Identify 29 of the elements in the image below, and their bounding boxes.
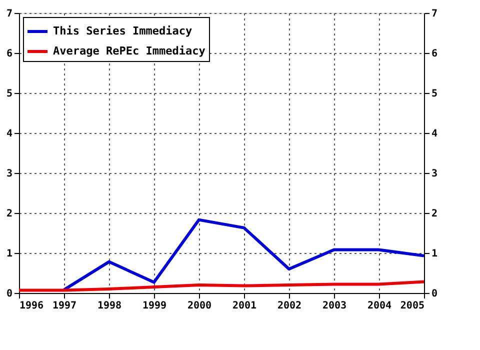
y-tick-label: 6 [6, 48, 12, 60]
legend-label: This Series Immediacy [53, 24, 192, 38]
y2-tick-label: 5 [432, 88, 438, 100]
line-series [62, 218, 426, 292]
x-tick-label: 2002 [277, 300, 302, 312]
y2-tick-label: 0 [432, 288, 438, 300]
y-tick-label: 3 [6, 168, 12, 180]
y2-tick-label: 1 [432, 248, 438, 260]
y-tick-label: 2 [6, 208, 12, 220]
x-tick-label: 2004 [367, 300, 392, 312]
x-tick-label: 2000 [187, 300, 212, 312]
y-tick-label: 1 [6, 248, 12, 260]
x-tick-label: 1996 [20, 300, 44, 312]
x-tick-label: 2003 [322, 300, 347, 312]
y-tick-label: 4 [6, 128, 12, 140]
legend-label: Average RePEc Immediacy [53, 44, 206, 58]
y2-tick-label: 4 [432, 128, 438, 140]
x-tick-label: 1997 [52, 300, 77, 312]
y-tick-label: 0 [6, 288, 12, 300]
y2-tick-label: 6 [432, 48, 438, 60]
x-tick-label: 2005 [400, 300, 424, 312]
y-tick-label: 7 [6, 8, 12, 20]
x-tick-label: 2001 [232, 300, 257, 312]
y2-tick-label: 7 [432, 8, 438, 20]
y2-tick-label: 2 [432, 208, 438, 220]
y-tick-label: 5 [6, 88, 12, 100]
x-tick-label: 1999 [142, 300, 167, 312]
y2-tick-label: 3 [432, 168, 438, 180]
x-tick-label: 1998 [97, 300, 122, 312]
